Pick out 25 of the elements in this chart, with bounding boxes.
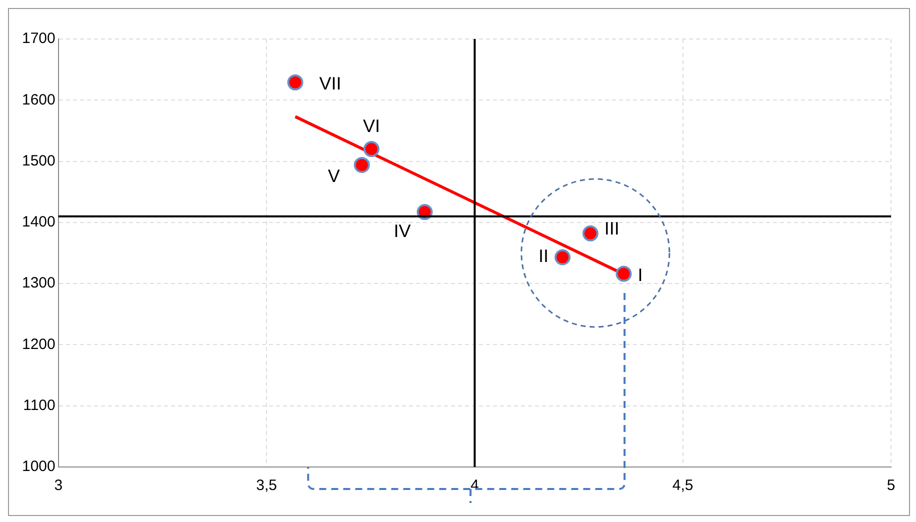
x-tick-label: 5: [886, 477, 896, 494]
y-tick-label: 1500: [22, 152, 56, 170]
annotation: IV: [394, 221, 411, 242]
annotation: VI: [362, 116, 380, 136]
y-tick-label: 1600: [22, 91, 56, 108]
x-tick-label: 3: [54, 477, 63, 494]
x-tick-label: 3,5: [256, 477, 277, 494]
annotation: II: [538, 246, 549, 266]
y-tick-label: 1300: [22, 274, 56, 292]
point: [582, 225, 598, 242]
annotation: III: [604, 218, 620, 238]
y-tick-label: 1200: [22, 336, 56, 353]
point: [363, 141, 380, 158]
y-tick-label: 1400: [22, 214, 56, 231]
y-tick-label: 1000: [22, 458, 56, 476]
annotation: VII: [319, 73, 342, 94]
y-tick-label: 1100: [23, 397, 56, 414]
point: [616, 266, 632, 282]
y-tick-label: 1700: [22, 30, 56, 48]
point: [354, 156, 370, 173]
annotation: I: [638, 264, 643, 285]
point: [287, 74, 304, 90]
point: [554, 249, 571, 266]
annotation: V: [328, 166, 340, 186]
x-tick-label: 4,5: [672, 477, 694, 494]
